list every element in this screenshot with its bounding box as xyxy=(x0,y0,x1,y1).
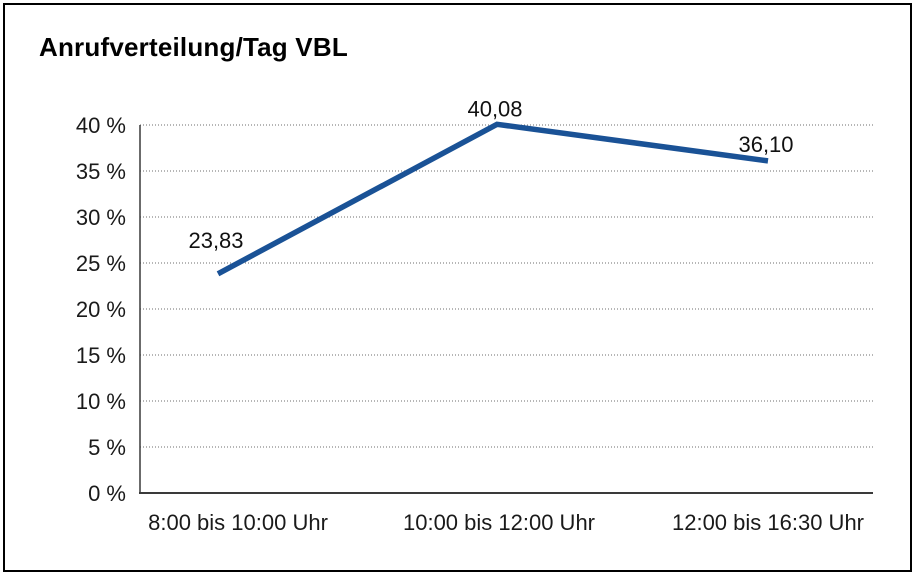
point-label: 23,83 xyxy=(188,228,243,253)
y-tick-label: 15 % xyxy=(76,343,126,368)
point-label: 36,10 xyxy=(738,132,793,157)
y-tick-label: 35 % xyxy=(76,159,126,184)
y-tick-label: 0 % xyxy=(88,481,126,506)
data-line xyxy=(216,121,769,277)
x-category-label: 10:00 bis 12:00 Uhr xyxy=(403,510,595,535)
chart-border xyxy=(3,3,912,572)
y-tick-label: 10 % xyxy=(76,389,126,414)
y-tick-label: 20 % xyxy=(76,297,126,322)
chart-title: Anrufverteilung/Tag VBL xyxy=(39,32,348,62)
y-tick-label: 30 % xyxy=(76,205,126,230)
y-tick-label: 40 % xyxy=(76,113,126,138)
x-category-label: 12:00 bis 16:30 Uhr xyxy=(672,510,864,535)
x-category-label: 8:00 bis 10:00 Uhr xyxy=(148,510,328,535)
y-tick-label: 5 % xyxy=(88,435,126,460)
y-tick-label: 25 % xyxy=(76,251,126,276)
point-label: 40,08 xyxy=(467,96,522,121)
